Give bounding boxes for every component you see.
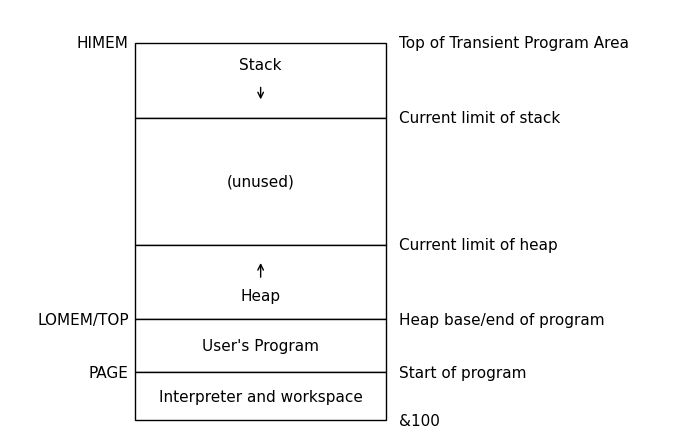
Text: Heap base/end of program: Heap base/end of program <box>399 312 605 327</box>
Text: Stack: Stack <box>240 58 282 73</box>
Text: User's Program: User's Program <box>202 339 319 353</box>
Text: PAGE: PAGE <box>89 365 129 380</box>
Bar <box>135 118 386 245</box>
Text: Current limit of stack: Current limit of stack <box>399 111 561 126</box>
Bar <box>135 245 386 320</box>
Text: Top of Transient Program Area: Top of Transient Program Area <box>399 36 630 51</box>
Bar <box>135 320 386 372</box>
Text: (unused): (unused) <box>227 174 294 189</box>
Text: HIMEM: HIMEM <box>77 36 129 51</box>
Text: &100: &100 <box>399 413 440 428</box>
Text: LOMEM/TOP: LOMEM/TOP <box>37 312 129 327</box>
Bar <box>135 44 386 118</box>
Text: Interpreter and workspace: Interpreter and workspace <box>158 389 363 404</box>
Bar <box>135 372 386 420</box>
Text: Heap: Heap <box>240 288 281 303</box>
Text: Current limit of heap: Current limit of heap <box>399 238 558 253</box>
Text: Start of program: Start of program <box>399 365 527 380</box>
